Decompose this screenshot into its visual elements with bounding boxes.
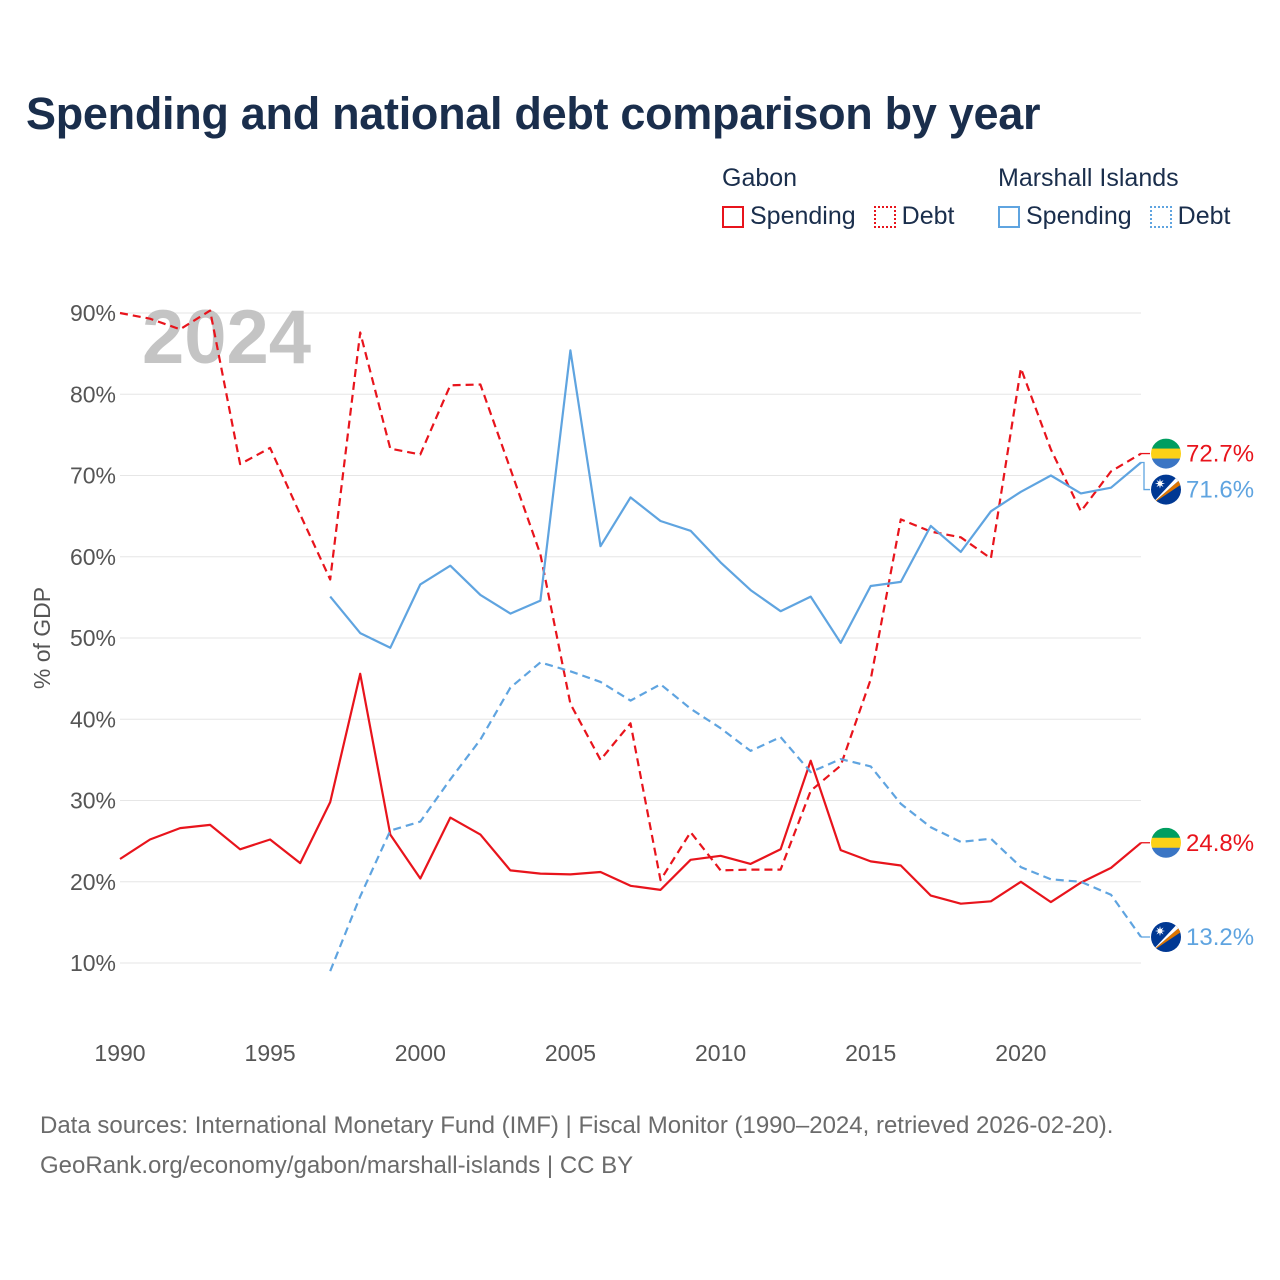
series-line-gabon-debt xyxy=(119,309,1142,882)
y-tick-label: 90% xyxy=(70,300,116,326)
legend-swatch-dotted xyxy=(873,205,896,228)
y-tick-label: 10% xyxy=(70,950,116,976)
marshall-islands-flag-icon xyxy=(1151,474,1181,505)
legend-group-label: Gabon xyxy=(722,164,798,192)
flag-star xyxy=(1155,926,1165,936)
end-value-label: 71.6% xyxy=(1186,477,1254,504)
x-tick-label: 2005 xyxy=(545,1040,596,1066)
flag-stripe xyxy=(1151,827,1181,839)
x-tick-label: 2020 xyxy=(995,1040,1046,1066)
end-value-label: 72.7% xyxy=(1186,441,1254,468)
end-value-label: 24.8% xyxy=(1186,830,1254,857)
x-tick-label: 1995 xyxy=(245,1040,296,1066)
y-tick-label: 30% xyxy=(70,788,116,814)
x-tick-label: 2015 xyxy=(845,1040,896,1066)
y-tick-label: 60% xyxy=(70,544,116,570)
legend-item-marshall-spending[interactable]: Spending xyxy=(998,202,1132,231)
gabon-flag-icon xyxy=(1151,827,1181,858)
flag-white-ray xyxy=(1151,474,1181,505)
y-tick-label: 80% xyxy=(70,381,116,407)
legend-swatch-dotted xyxy=(1149,205,1172,228)
legend-group-marshall-islands: Marshall Islands Spending Debt xyxy=(998,160,1230,231)
legend-item-label: Debt xyxy=(901,202,955,230)
end-connector xyxy=(1141,461,1150,491)
flag-stripe xyxy=(1151,438,1181,450)
x-tick-label: 2010 xyxy=(695,1040,746,1066)
flag-stripe xyxy=(1151,458,1181,469)
x-tick-label: 1990 xyxy=(94,1040,145,1066)
y-tick-label: 20% xyxy=(70,869,116,895)
series-line-marshall-islands-debt xyxy=(329,661,1142,972)
legend-item-gabon-debt[interactable]: Debt xyxy=(873,202,955,231)
year-watermark: 2024 xyxy=(142,295,311,380)
x-tick-label: 2000 xyxy=(395,1040,446,1066)
sources-link[interactable]: GeoRank.org/economy/gabon/marshall-islan… xyxy=(40,1152,634,1179)
chart-title: Spending and national debt comparison by… xyxy=(26,88,1041,139)
legend-swatch-solid xyxy=(722,205,744,228)
legend-item-label: Debt xyxy=(1177,202,1231,230)
flag-star xyxy=(1155,478,1165,489)
flag-stripe xyxy=(1151,837,1181,849)
legend-item-label: Spending xyxy=(750,202,856,230)
end-value-label: 13.2% xyxy=(1186,924,1254,951)
legend-group-label: Marshall Islands xyxy=(998,164,1179,192)
gabon-flag-icon xyxy=(1151,438,1181,469)
legend-item-gabon-spending[interactable]: Spending xyxy=(722,202,856,231)
y-axis-label: % of GDP xyxy=(29,587,55,689)
flag-white-ray xyxy=(1151,922,1181,952)
legend-item-label: Spending xyxy=(1026,202,1132,230)
legend-group-gabon: Gabon Spending Debt xyxy=(722,160,954,231)
series-line-gabon-spending xyxy=(119,672,1142,905)
flag-stripe xyxy=(1151,847,1181,858)
sources-line: Data sources: International Monetary Fun… xyxy=(40,1112,1114,1139)
y-tick-label: 70% xyxy=(70,463,116,489)
legend-item-marshall-debt[interactable]: Debt xyxy=(1149,202,1231,231)
data-sources: Data sources: International Monetary Fun… xyxy=(40,1106,1113,1186)
marshall-islands-flag-icon xyxy=(1151,922,1181,952)
flag-stripe xyxy=(1151,448,1181,460)
series-line-marshall-islands-spending xyxy=(329,349,1142,649)
legend-swatch-solid xyxy=(998,205,1020,228)
y-tick-label: 40% xyxy=(70,706,116,732)
y-tick-label: 50% xyxy=(70,625,116,651)
